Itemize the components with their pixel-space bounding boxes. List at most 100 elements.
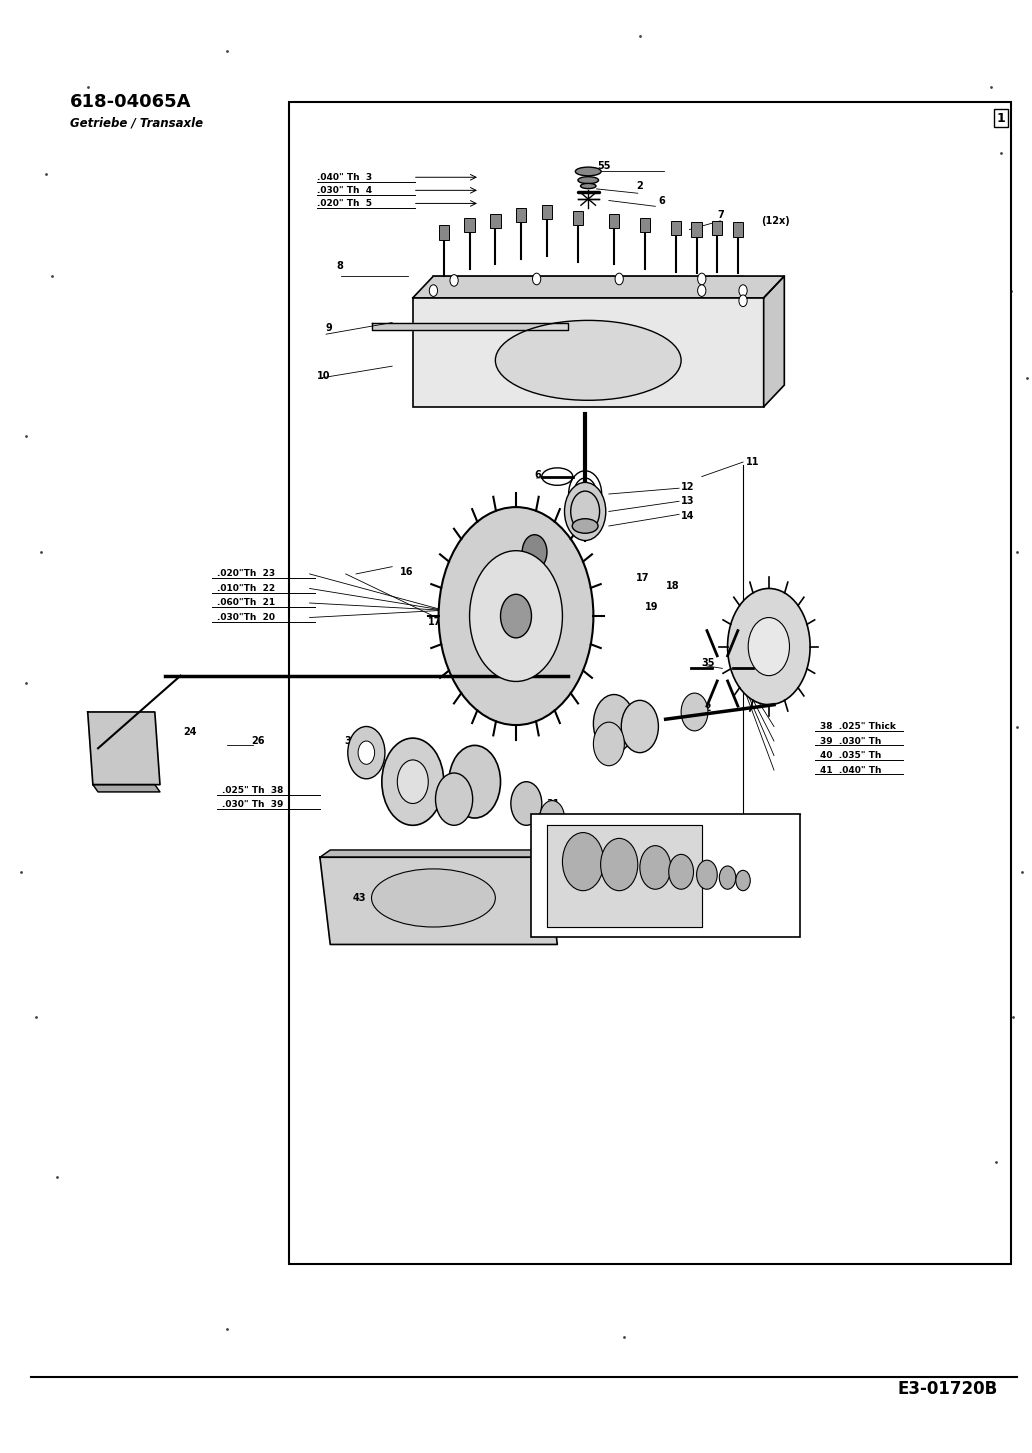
Text: 53: 53 (633, 891, 646, 899)
Ellipse shape (372, 869, 495, 927)
Polygon shape (547, 825, 702, 927)
Text: 17: 17 (428, 618, 442, 626)
Bar (289, 102, 1011, 1264)
Text: 19: 19 (531, 546, 545, 555)
Circle shape (348, 726, 385, 779)
Text: 19: 19 (645, 603, 658, 612)
Bar (439, 225, 449, 240)
Text: 40  .035" Th: 40 .035" Th (820, 751, 881, 760)
Circle shape (698, 273, 706, 285)
Circle shape (522, 535, 547, 570)
Text: 28: 28 (638, 713, 651, 722)
Text: .020" Th  5: .020" Th 5 (317, 199, 372, 208)
Bar (671, 221, 681, 235)
Circle shape (470, 551, 562, 681)
Text: 29: 29 (482, 776, 495, 785)
Bar (691, 222, 702, 237)
Text: 8: 8 (336, 262, 344, 270)
Bar (573, 211, 583, 225)
Text: 38  .025" Thick: 38 .025" Thick (820, 722, 897, 731)
Text: 37: 37 (596, 711, 610, 719)
Text: 7: 7 (717, 211, 724, 219)
Text: .030"Th  20: .030"Th 20 (217, 613, 275, 622)
Text: 43: 43 (353, 894, 366, 902)
FancyBboxPatch shape (413, 298, 764, 407)
Ellipse shape (575, 167, 601, 176)
Text: .030" Th  4: .030" Th 4 (317, 186, 372, 195)
Circle shape (501, 594, 531, 638)
Text: 49: 49 (599, 847, 612, 856)
Text: 32: 32 (561, 815, 575, 824)
Circle shape (429, 285, 438, 296)
Polygon shape (320, 857, 557, 944)
Text: 51: 51 (686, 891, 700, 899)
Circle shape (449, 745, 501, 818)
Ellipse shape (495, 321, 681, 401)
Circle shape (382, 738, 444, 825)
Circle shape (640, 846, 671, 889)
Polygon shape (88, 712, 160, 785)
Circle shape (593, 695, 635, 753)
Ellipse shape (580, 183, 595, 189)
Text: 11: 11 (746, 458, 760, 466)
Text: 14: 14 (681, 511, 695, 520)
Circle shape (358, 741, 375, 764)
Text: 34: 34 (601, 732, 614, 741)
Circle shape (621, 700, 658, 753)
Circle shape (728, 588, 810, 705)
Bar (490, 214, 501, 228)
Circle shape (748, 618, 789, 676)
Text: 41  .040" Th: 41 .040" Th (820, 766, 882, 774)
Text: 52: 52 (662, 891, 675, 899)
Text: 47: 47 (722, 873, 736, 882)
Text: 1: 1 (997, 112, 1005, 125)
Text: 31: 31 (546, 799, 559, 808)
Circle shape (719, 866, 736, 889)
Circle shape (397, 760, 428, 804)
Text: 27: 27 (787, 625, 801, 634)
Text: (12x): (12x) (762, 216, 791, 225)
Text: 44: 44 (750, 843, 764, 851)
Text: 15: 15 (454, 664, 467, 673)
Text: 39  .030" Th: 39 .030" Th (820, 737, 881, 745)
Text: E3-01720B: E3-01720B (898, 1380, 998, 1398)
Circle shape (571, 491, 600, 532)
Text: .020"Th  23: .020"Th 23 (217, 570, 275, 578)
Text: .060"Th  21: .060"Th 21 (217, 599, 275, 607)
Circle shape (739, 295, 747, 307)
Text: 54: 54 (542, 825, 557, 835)
Text: 13: 13 (681, 497, 695, 506)
Circle shape (533, 273, 541, 285)
Circle shape (562, 833, 604, 891)
Text: 26: 26 (251, 737, 264, 745)
Text: 46: 46 (672, 873, 685, 882)
Bar (516, 208, 526, 222)
Circle shape (669, 854, 694, 889)
Circle shape (450, 275, 458, 286)
Text: 24: 24 (184, 728, 197, 737)
Bar (609, 214, 619, 228)
Circle shape (439, 507, 593, 725)
Text: 12: 12 (681, 482, 695, 491)
Circle shape (681, 693, 708, 731)
Circle shape (736, 870, 750, 891)
Circle shape (511, 782, 542, 825)
Text: 42: 42 (699, 703, 712, 712)
Circle shape (697, 860, 717, 889)
Circle shape (565, 482, 606, 541)
Text: 18: 18 (666, 581, 679, 590)
Text: .030" Th  39: .030" Th 39 (222, 801, 283, 809)
Circle shape (593, 722, 624, 766)
Text: 33: 33 (397, 766, 411, 774)
Polygon shape (413, 276, 784, 298)
Polygon shape (93, 785, 160, 792)
Text: 36: 36 (345, 737, 358, 745)
Text: Getriebe / Transaxle: Getriebe / Transaxle (70, 116, 203, 129)
Text: .040" Th  3: .040" Th 3 (317, 173, 372, 182)
Text: .025" Th  38: .025" Th 38 (222, 786, 283, 795)
Text: 50: 50 (689, 873, 703, 882)
Ellipse shape (542, 468, 573, 485)
Text: 9: 9 (325, 324, 332, 333)
Polygon shape (320, 850, 557, 857)
Polygon shape (764, 276, 784, 407)
